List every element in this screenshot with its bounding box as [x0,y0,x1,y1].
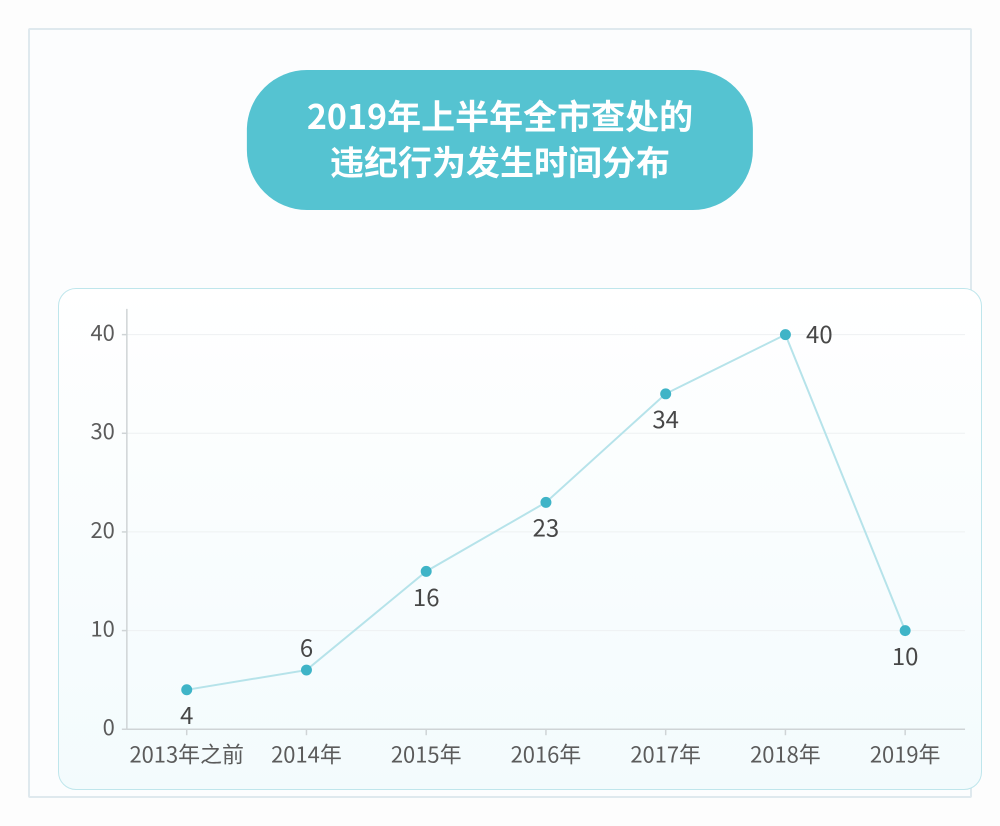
chart-card: 0 10 20 30 40 2013年之前 2014年 2015年 2016年 2017年 2018… [58,288,982,790]
data-point [541,497,551,507]
x-category-label: 2015年 [391,738,462,769]
x-category-label: 2019年 [870,738,941,769]
chart-title-line2: 违纪行为发生时间分布 [307,138,693,184]
line-chart: 0 10 20 30 40 2013年之前 2014年 2015年 2016年 2017年 2018… [59,289,981,789]
data-point [182,685,192,695]
data-point-label: 6 [300,629,313,664]
data-point-label: 10 [892,637,919,672]
data-point-label: 23 [533,509,560,544]
data-point [900,626,910,636]
y-tick-label: 40 [91,317,115,348]
data-point [780,330,790,340]
chart-title-pill: 2019年上半年全市查处的 违纪行为发生时间分布 [247,70,753,210]
data-point-label: 34 [652,400,679,435]
data-point [661,389,671,399]
data-point-label: 4 [180,696,193,731]
y-tick-label: 20 [91,514,115,545]
data-point-label: 40 [806,315,833,350]
x-category-label: 2018年 [750,738,821,769]
data-point [301,665,311,675]
chart-title-line1: 2019年上半年全市查处的 [307,92,693,138]
data-point-label: 16 [413,578,440,613]
x-category-label: 2016年 [511,738,582,769]
y-tick-label: 30 [91,415,115,446]
x-category-label: 2013年之前 [129,738,244,769]
y-tick-label: 10 [91,613,115,644]
x-category-label: 2014年 [271,738,342,769]
page-root: 2019年上半年全市查处的 违纪行为发生时间分布 0 10 20 30 40 2013年之… [0,0,1000,826]
x-category-label: 2017年 [630,738,701,769]
y-tick-label: 0 [103,711,115,742]
data-point [421,566,431,576]
